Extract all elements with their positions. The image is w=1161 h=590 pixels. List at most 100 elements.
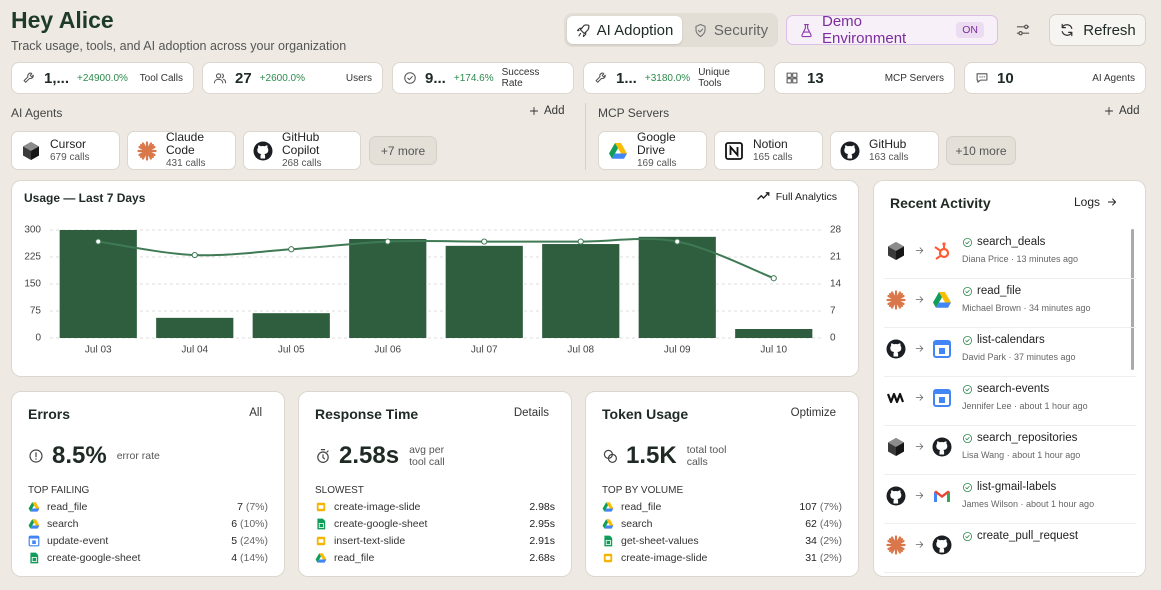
integration-name: GitHub [869,136,907,151]
row-name: create-google-sheet [47,552,141,564]
activity-tool: search-events [977,383,1050,395]
refresh-button[interactable]: Refresh [1049,14,1146,46]
activity-tool: read_file [977,285,1022,297]
activity-item[interactable]: list-gmail-labels James Wilson · about 1 … [874,475,1136,524]
logs-link[interactable]: Logs [1074,195,1118,209]
integration-card[interactable]: Claude Code 431 calls [127,131,236,170]
icon-holder [1015,22,1031,38]
icon-wrench [23,72,34,83]
icon-holder [594,71,608,85]
icon-drive [315,553,327,563]
list-title: TOP FAILING [28,485,90,496]
x-tick-label: Jul 07 [471,345,498,356]
icon-holder [799,23,814,38]
row-name: create-image-slide [334,501,421,513]
add-button[interactable]: Add [1103,105,1139,117]
metric-caption: error rate [116,450,160,462]
activity-item[interactable]: list-calendars David Park · 37 minutes ag… [874,328,1136,377]
activity-item[interactable]: search-events Jennifer Lee · about 1 hour… [874,377,1136,426]
integration-card[interactable]: GitHub 163 calls [830,131,939,170]
icon-holder [962,384,973,395]
icon-holder [693,23,708,38]
line-point [95,238,102,245]
icon-claude [137,140,157,161]
icon-arrow [915,541,924,548]
icon-arrow [915,492,924,499]
integration-card[interactable]: Notion 165 calls [714,131,823,170]
activity-separator [884,425,1136,426]
stat-card: 9... +174.6% Success Rate [392,62,574,94]
integration-name: GitHub Copilot [282,130,320,157]
icon-hubspot [934,242,950,260]
icon-gcal [28,535,40,547]
integration-card[interactable]: Google Drive 169 calls [598,131,707,170]
icon-holder [602,501,614,513]
icon-github [886,339,906,359]
list-row: insert-text-slide 2.91s [315,534,555,548]
icon-checkc [404,72,416,84]
icon-holder [602,552,614,564]
integration-calls: 679 calls [50,151,90,163]
icon-holder [315,535,327,547]
icon-holder [962,335,973,346]
icon-github [886,486,906,506]
icon-drive [28,519,40,529]
line-point [384,238,391,245]
card-action[interactable]: All [249,407,262,419]
icon-rocket [576,23,590,37]
activity-separator [884,376,1136,377]
icon-drive [602,502,614,512]
icon-holder [932,535,952,555]
row-share: (4%) [819,518,842,530]
more-button[interactable]: +10 more [946,136,1016,165]
icon-holder [785,71,799,85]
integration-card[interactable]: Cursor 679 calls [11,131,120,170]
icon-holder [962,286,973,297]
row-name: search [47,518,79,530]
icon-holder [962,237,973,248]
more-button[interactable]: +7 more [369,136,437,165]
row-value-group: 6 (10%) [231,518,268,530]
icon-drive [28,502,40,512]
settings-button[interactable] [1005,15,1041,45]
tab[interactable]: Security [686,16,775,44]
icon-holder [932,241,952,261]
icon-holder [914,294,925,305]
activity-item[interactable]: search_deals Diana Price · 13 minutes ago [874,230,1136,279]
stat-value: 13 [807,69,824,87]
activity-item[interactable]: create_pull_request [874,524,1136,573]
tab[interactable]: AI Adoption [567,16,682,44]
row-value-group: 5 (24%) [231,535,268,547]
y2-tick-label: 28 [830,225,842,236]
card-title: Token Usage [602,406,689,422]
row-value: 34 [805,535,817,547]
icon-drive [609,142,627,159]
icon-checkc [962,335,973,346]
icon-sliders [1016,24,1030,36]
icon-holder [28,501,40,513]
icon-slides [316,502,326,512]
activity-item[interactable]: read_file Michael Brown · 34 minutes ago [874,279,1136,328]
card-action[interactable]: Optimize [790,407,836,419]
icon-holder [914,392,925,403]
integration-text: Notion 165 calls [753,137,792,164]
environment-button[interactable]: Demo Environment ON [786,13,998,47]
integration-card[interactable]: GitHub Copilot 268 calls [243,131,361,170]
row-value: 6 [231,518,238,530]
activity-separator [884,327,1136,328]
row-name: create-google-sheet [334,518,428,530]
icon-holder [886,486,906,506]
add-button[interactable]: Add [528,105,564,117]
integration-name: Google Drive [637,130,676,157]
card-action[interactable]: Details [513,407,549,419]
y2-tick-label: 0 [830,333,836,344]
chart-link[interactable]: Full Analytics [776,191,837,203]
chart-card: Usage — Last 7 Days Full Analytics 0 75 150 2… [11,180,859,377]
activity-item[interactable]: search_repositories Lisa Wang · about 1 h… [874,426,1136,475]
bar [59,230,137,338]
icon-holder [602,518,614,530]
row-name: read_file [334,552,375,564]
line-point [674,238,681,245]
stat-value: 1,... [44,69,70,87]
